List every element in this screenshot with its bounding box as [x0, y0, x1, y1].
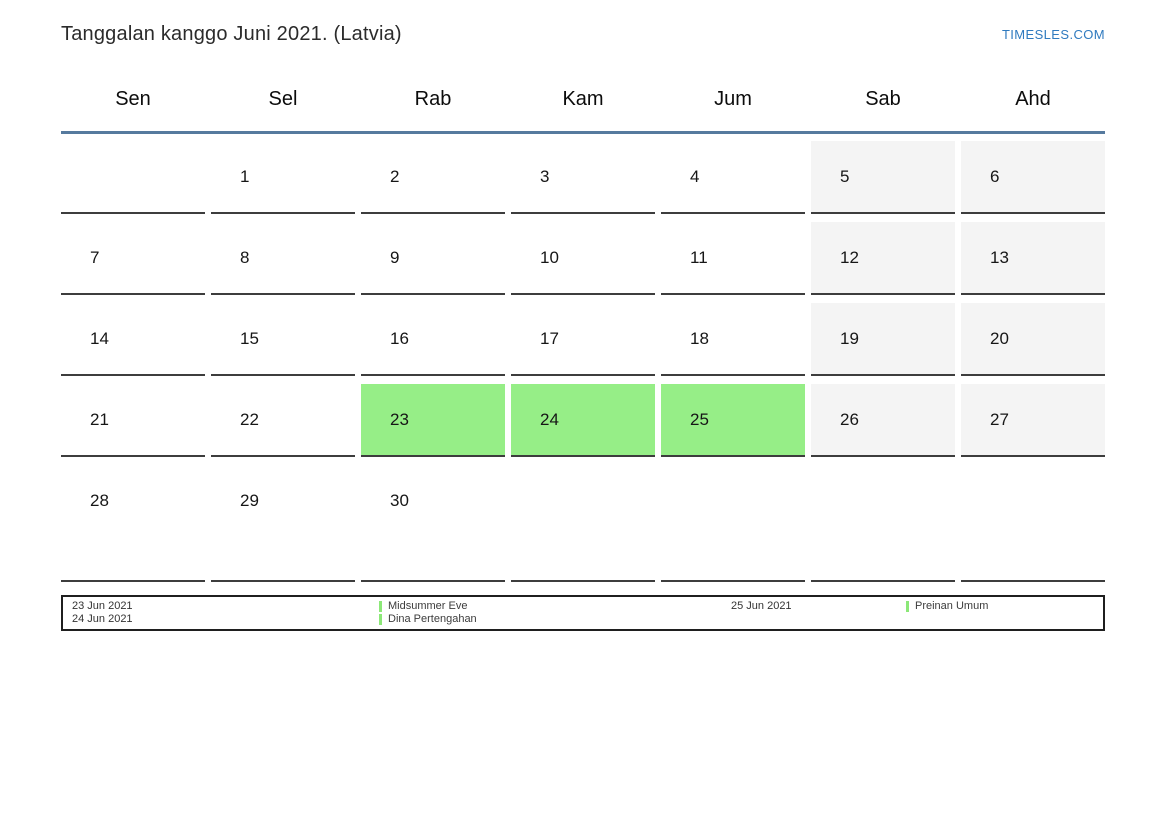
- weekday-header-row: Sen Sel Rab Kam Jum Sab Ahd: [61, 86, 1105, 112]
- day-number: 2: [390, 167, 400, 186]
- day-number: 6: [990, 167, 1000, 186]
- page-title: Tanggalan kanggo Juni 2021. (Latvia): [61, 22, 402, 45]
- legend-date: 25 Jun 2021: [731, 600, 792, 612]
- day-number: 29: [240, 491, 259, 510]
- day-number: 3: [540, 167, 550, 186]
- day-cell-3: 3: [511, 141, 655, 214]
- day-cell-23: 23: [361, 384, 505, 457]
- day-number: 10: [540, 248, 559, 267]
- legend-entry: Midsummer Eve: [379, 600, 477, 613]
- day-number: 13: [990, 248, 1009, 267]
- day-cell-14: 14: [61, 303, 205, 376]
- day-number: 4: [690, 167, 700, 186]
- day-cell-13: 13: [961, 222, 1105, 295]
- legend-entry: Preinan Umum: [906, 600, 988, 613]
- day-cell-empty: [661, 465, 805, 582]
- weekday-header-sen: Sen: [115, 88, 151, 110]
- day-cell-17: 17: [511, 303, 655, 376]
- day-cell-28: 28: [61, 465, 205, 582]
- legend-dates-group-2: 25 Jun 2021: [731, 600, 792, 613]
- legend-dates-group-1: 23 Jun 2021 24 Jun 2021: [72, 600, 133, 626]
- legend-date: 24 Jun 2021: [72, 613, 133, 625]
- day-cell-empty: [811, 465, 955, 582]
- top-bar: Tanggalan kanggo Juni 2021. (Latvia) TIM…: [61, 20, 1105, 48]
- day-number: 26: [840, 410, 859, 429]
- day-number: 12: [840, 248, 859, 267]
- day-cell-22: 22: [211, 384, 355, 457]
- holiday-marker-icon: [379, 614, 382, 625]
- holiday-legend: 23 Jun 2021 24 Jun 2021 Midsummer Eve Di…: [61, 595, 1105, 631]
- day-cell-empty: [961, 465, 1105, 582]
- weekday-header-kam: Kam: [562, 88, 604, 110]
- legend-names-group-2: Preinan Umum: [906, 600, 988, 613]
- day-cell-10: 10: [511, 222, 655, 295]
- day-cell-1: 1: [211, 141, 355, 214]
- day-number: 24: [540, 410, 559, 429]
- legend-entry: Dina Pertengahan: [379, 613, 477, 626]
- weekday-header-sab: Sab: [865, 88, 901, 110]
- weekday-header-rab: Rab: [414, 88, 452, 110]
- day-cell-8: 8: [211, 222, 355, 295]
- day-number: 15: [240, 329, 259, 348]
- holiday-marker-icon: [379, 601, 382, 612]
- legend-holiday-name: Preinan Umum: [915, 600, 989, 612]
- day-number: 9: [390, 248, 400, 267]
- day-cell-7: 7: [61, 222, 205, 295]
- day-number: 14: [90, 329, 109, 348]
- legend-holiday-name: Midsummer Eve: [388, 600, 468, 612]
- day-number: 30: [390, 491, 409, 510]
- day-cell-2: 2: [361, 141, 505, 214]
- day-number: 11: [690, 248, 708, 267]
- legend-holiday-name: Dina Pertengahan: [388, 613, 477, 625]
- calendar-grid: 1 2 3 4 5 6 7 8 9 10 11 12 13 14 15 16 17 18 19 20 21 22 23 24 2…: [61, 141, 1105, 582]
- day-cell-empty: [511, 465, 655, 582]
- holiday-marker-icon: [906, 601, 909, 612]
- day-cell-16: 16: [361, 303, 505, 376]
- day-number: 18: [690, 329, 709, 348]
- legend-names-group-1: Midsummer Eve Dina Pertengahan: [379, 600, 477, 626]
- header-rule: [61, 131, 1105, 134]
- day-number: 25: [690, 410, 709, 429]
- day-cell-26: 26: [811, 384, 955, 457]
- day-number: 7: [90, 248, 100, 267]
- day-number: 22: [240, 410, 259, 429]
- weekday-header-sel: Sel: [268, 88, 298, 110]
- day-number: 8: [240, 248, 250, 267]
- day-cell-empty: [61, 141, 205, 214]
- day-number: 19: [840, 329, 859, 348]
- day-number: 21: [90, 410, 109, 429]
- day-number: 16: [390, 329, 409, 348]
- day-number: 5: [840, 167, 850, 186]
- day-cell-20: 20: [961, 303, 1105, 376]
- day-cell-30: 30: [361, 465, 505, 582]
- day-number: 20: [990, 329, 1009, 348]
- day-number: 17: [540, 329, 559, 348]
- day-cell-9: 9: [361, 222, 505, 295]
- day-number: 1: [240, 167, 250, 186]
- day-cell-6: 6: [961, 141, 1105, 214]
- day-number: 27: [990, 410, 1009, 429]
- calendar-content: Tanggalan kanggo Juni 2021. (Latvia) TIM…: [61, 0, 1105, 631]
- day-cell-29: 29: [211, 465, 355, 582]
- day-cell-24: 24: [511, 384, 655, 457]
- day-cell-19: 19: [811, 303, 955, 376]
- day-cell-27: 27: [961, 384, 1105, 457]
- day-number: 28: [90, 491, 109, 510]
- day-cell-18: 18: [661, 303, 805, 376]
- weekday-header-jum: Jum: [714, 88, 752, 110]
- site-link[interactable]: TIMESLES.COM: [1001, 26, 1105, 42]
- day-cell-4: 4: [661, 141, 805, 214]
- day-cell-12: 12: [811, 222, 955, 295]
- legend-date: 23 Jun 2021: [72, 600, 133, 612]
- day-cell-5: 5: [811, 141, 955, 214]
- day-cell-21: 21: [61, 384, 205, 457]
- day-number: 23: [390, 410, 409, 429]
- weekday-header-ahd: Ahd: [1015, 88, 1051, 110]
- day-cell-15: 15: [211, 303, 355, 376]
- day-cell-25: 25: [661, 384, 805, 457]
- day-cell-11: 11: [661, 222, 805, 295]
